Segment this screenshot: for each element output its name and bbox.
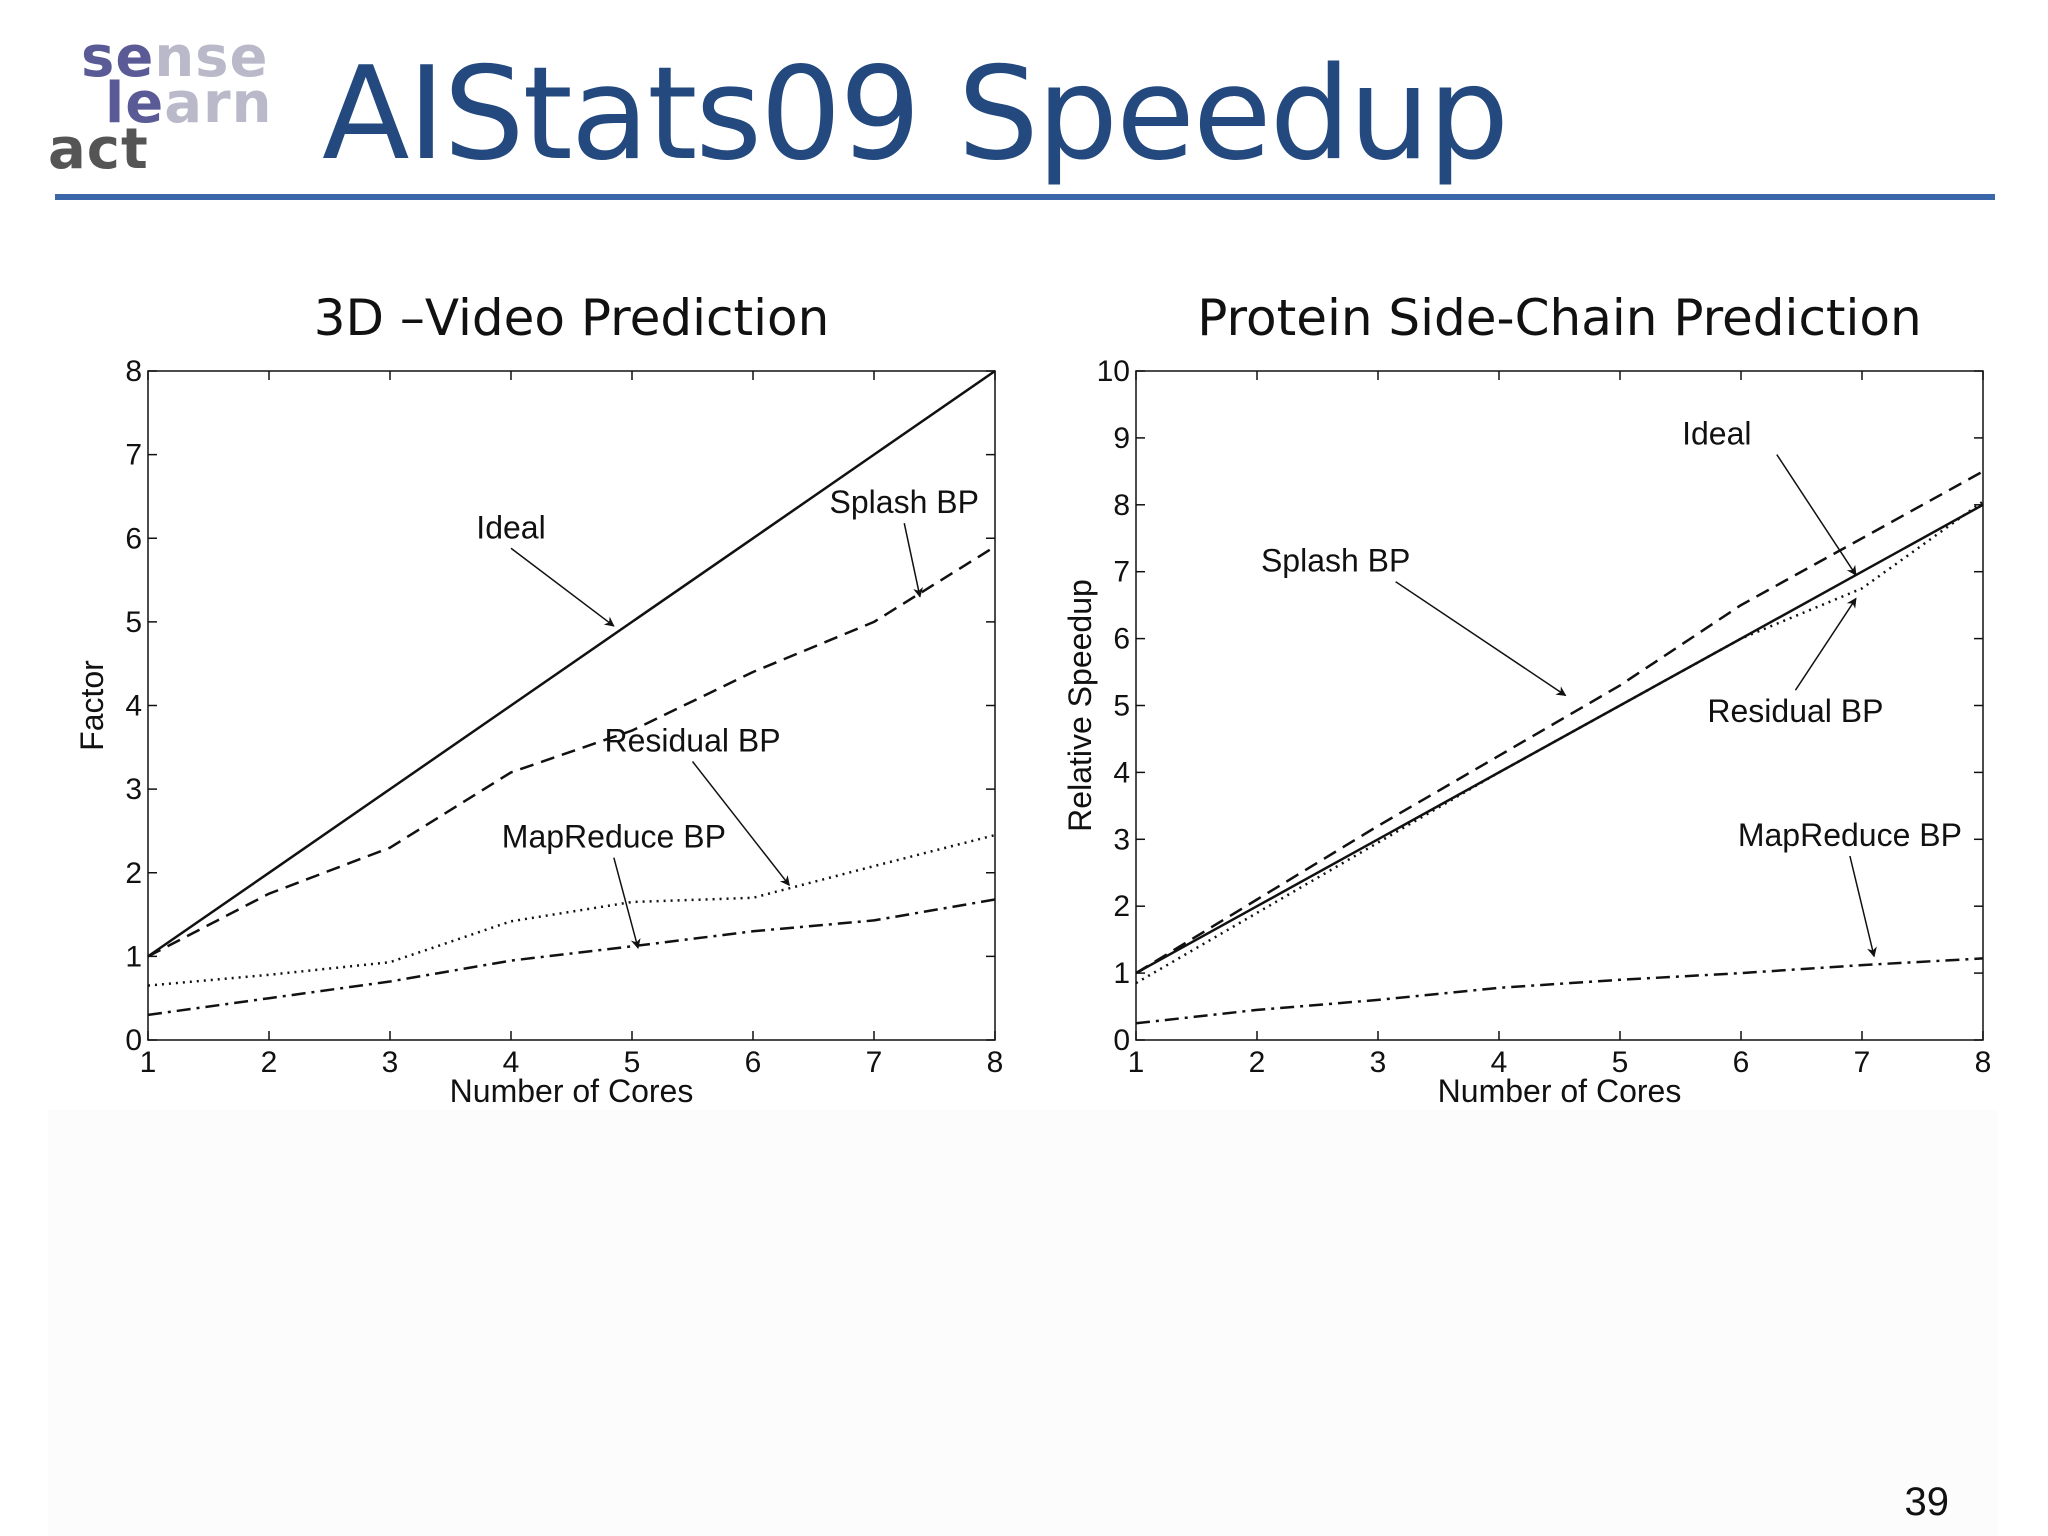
chart-0-annotation-mapreduce-bp: MapReduce BP — [502, 819, 726, 855]
chart-1-x-tick-label: 1 — [1128, 1046, 1145, 1079]
chart-1-x-tick-label: 8 — [1975, 1046, 1992, 1079]
chart-1-x-tick-label: 4 — [1491, 1046, 1508, 1079]
chart-0-y-axis-label: Factor — [74, 660, 110, 751]
sense-learn-act-logo: sense learn act — [48, 25, 271, 190]
chart-1-x-axis-label: Number of Cores — [1438, 1073, 1682, 1109]
chart-1-y-tick-label: 2 — [1113, 890, 1130, 923]
chart-0-series-splash-bp — [147, 545, 996, 958]
chart-0-annotation-arrow-mapreduce-bp — [613, 857, 641, 949]
chart-1-x-tick-label: 2 — [1249, 1046, 1266, 1079]
chart-1-annotation-arrow-residual-bp — [1794, 597, 1857, 691]
chart-1-y-tick-label: 5 — [1113, 690, 1130, 723]
chart-1-y-tick-label: 4 — [1113, 756, 1130, 789]
chart-0-x-tick-label: 8 — [987, 1046, 1004, 1079]
chart-0-series-residual-bp — [147, 833, 996, 987]
chart-1-y-tick-label: 7 — [1113, 556, 1130, 589]
chart-0-x-tick-label: 6 — [745, 1046, 762, 1079]
chart-1-annotation-arrow-mapreduce-bp — [1849, 855, 1877, 958]
chart-0-y-tick-label: 1 — [125, 940, 142, 973]
chart-1-annotation-residual-bp: Residual BP — [1707, 693, 1883, 729]
logo-word-act: act — [48, 117, 149, 182]
chart-1-annotation-ideal: Ideal — [1682, 416, 1751, 452]
chart-1-y-tick-label: 8 — [1113, 489, 1130, 522]
chart-1-series-splash-bp — [1135, 470, 1984, 975]
logo-word-sense: sense — [81, 25, 269, 90]
chart-0-y-tick-label: 5 — [125, 606, 142, 639]
chart-1-y-axis-label: Relative Speedup — [1062, 579, 1098, 832]
logo-word-learn: learn — [105, 71, 273, 136]
chart-1-title: Protein Side-Chain Prediction — [1197, 289, 1921, 347]
chart-1-y-tick-label: 9 — [1113, 422, 1130, 455]
chart-1-y-tick-label: 10 — [1097, 355, 1130, 388]
chart-1-y-tick-label: 3 — [1113, 823, 1130, 856]
chart-0-x-tick-label: 7 — [866, 1046, 883, 1079]
chart-1-series-ideal — [1135, 503, 1984, 975]
chart-0-annotation-arrow-residual-bp — [691, 761, 790, 887]
chart-0-annotation-arrow-ideal — [510, 547, 615, 627]
chart-0-annotation-arrow-splash-bp — [903, 523, 923, 598]
chart-0-x-tick-label: 4 — [503, 1046, 520, 1079]
chart-0-y-tick-label: 0 — [125, 1024, 142, 1057]
chart-1-x-tick-label: 5 — [1612, 1046, 1629, 1079]
chart-0-x-axis-label: Number of Cores — [450, 1073, 694, 1109]
chart-1-x-tick-label: 7 — [1854, 1046, 1871, 1079]
chart-0-y-tick-label: 4 — [125, 690, 142, 723]
chart-0-y-tick-label: 6 — [125, 522, 142, 555]
chart-1-x-tick-label: 6 — [1733, 1046, 1750, 1079]
chart-1-annotation-arrow-splash-bp — [1395, 581, 1567, 697]
chart-0-x-tick-label: 5 — [624, 1046, 641, 1079]
content-background — [48, 1110, 1998, 1536]
chart-1-annotation-mapreduce-bp: MapReduce BP — [1738, 817, 1962, 853]
chart-0-title: 3D –Video Prediction — [314, 289, 830, 347]
chart-0-plot-frame — [147, 370, 996, 1041]
chart-0-x-tick-label: 1 — [140, 1046, 157, 1079]
chart-0-y-tick-label: 8 — [125, 355, 142, 388]
chart-0-annotation-ideal: Ideal — [476, 509, 545, 545]
page-number: 39 — [1904, 1480, 1950, 1524]
chart-0-annotation-residual-bp: Residual BP — [604, 722, 780, 758]
chart-1-x-tick-label: 3 — [1370, 1046, 1387, 1079]
chart-1-y-tick-label: 1 — [1113, 957, 1130, 990]
chart-1-series-mapreduce-bp — [1135, 957, 1984, 1025]
chart-1-y-tick-label: 0 — [1113, 1024, 1130, 1057]
chart-1-annotation-arrow-ideal — [1776, 454, 1857, 576]
chart-1-annotation-splash-bp: Splash BP — [1261, 543, 1410, 579]
chart-0-series-mapreduce-bp — [147, 898, 996, 1017]
chart-0-y-tick-label: 3 — [125, 773, 142, 806]
chart-1-y-tick-label: 6 — [1113, 623, 1130, 656]
chart-0-annotation-splash-bp: Splash BP — [830, 484, 979, 520]
title-rule — [55, 194, 1995, 200]
chart-0-x-tick-label: 2 — [261, 1046, 278, 1079]
chart-0-x-tick-label: 3 — [382, 1046, 399, 1079]
chart-0-y-tick-label: 7 — [125, 439, 142, 472]
chart-1-series-residual-bp — [1135, 500, 1984, 985]
chart-0-y-tick-label: 2 — [125, 857, 142, 890]
slide-title: AIStats09 Speedup — [322, 40, 1509, 189]
chart-0-series-ideal — [147, 369, 996, 958]
